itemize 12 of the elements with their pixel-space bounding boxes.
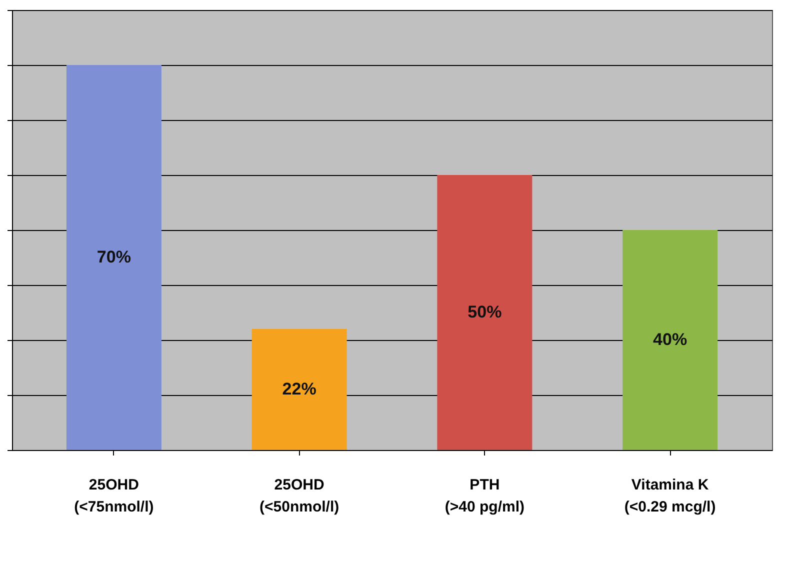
bar — [66, 65, 162, 450]
x-tick-label: PTH (>40 pg/ml) — [444, 476, 524, 516]
data-label: 50% — [468, 302, 502, 322]
bar — [252, 329, 347, 450]
x-tick-label: Vitamina K (<0.29 mcg/l) — [624, 476, 716, 516]
bar — [622, 230, 718, 450]
x-tick-label: 25OHD (<75nmol/l) — [74, 476, 154, 516]
data-label: 22% — [282, 380, 316, 398]
bar — [437, 175, 532, 450]
x-tick-label: 25OHD (<50nmol/l) — [260, 476, 340, 516]
data-label: 40% — [653, 330, 688, 349]
data-label: 70% — [96, 248, 131, 266]
